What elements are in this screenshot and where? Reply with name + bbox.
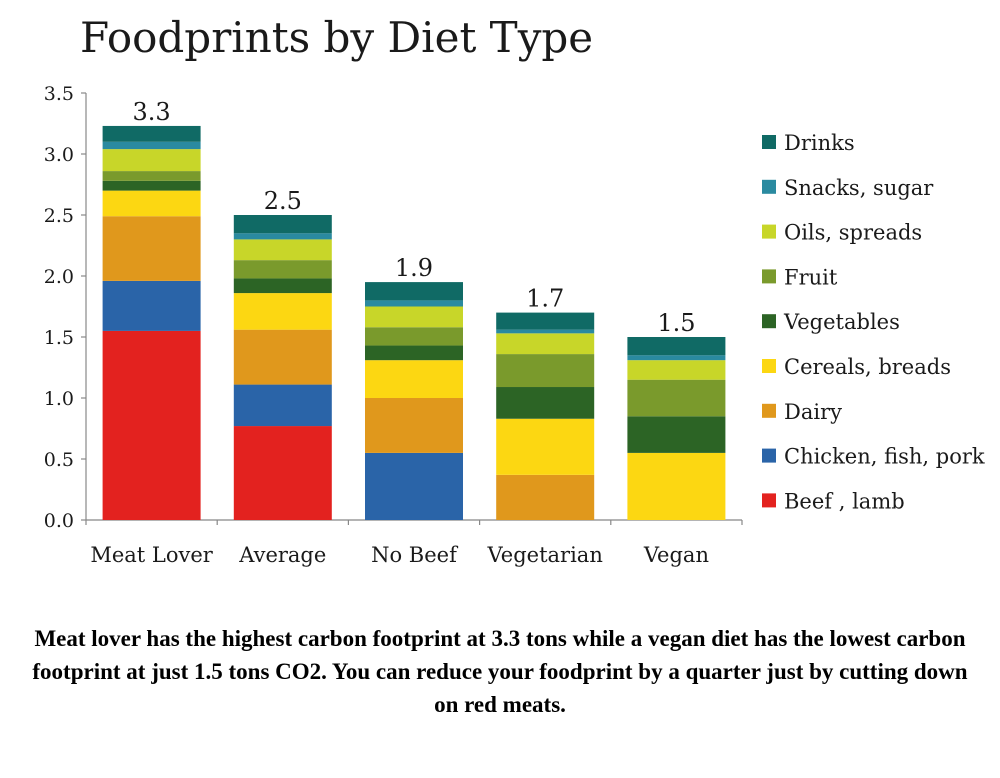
bar-segment bbox=[102, 141, 201, 150]
legend-swatch bbox=[762, 224, 776, 239]
bar-segment bbox=[496, 418, 595, 475]
bar-segment bbox=[102, 125, 201, 142]
legend: Drinks Snacks, sugar Oils, spreads Fruit Veg… bbox=[762, 131, 985, 513]
y-tick-label: 1.0 bbox=[44, 388, 74, 410]
legend-label: Dairy bbox=[784, 400, 842, 424]
bar-segment bbox=[102, 180, 201, 191]
bar-segment bbox=[627, 355, 726, 361]
bar-segment bbox=[233, 384, 332, 427]
bar-segment bbox=[496, 354, 595, 388]
bar-segment bbox=[627, 337, 726, 356]
total-label: 1.7 bbox=[526, 285, 564, 313]
total-label: 2.5 bbox=[264, 187, 302, 215]
bar-segment bbox=[233, 260, 332, 279]
stacked-bar-chart: Foodprints by Diet Type 0.0 0.5 1.0 1.5 2.0 2… bbox=[44, 13, 985, 567]
legend-swatch bbox=[762, 179, 776, 194]
bar-segment bbox=[365, 345, 463, 361]
bar-segment bbox=[233, 426, 332, 520]
caption-text: Meat lover has the highest carbon footpr… bbox=[32, 626, 968, 717]
bar-segment bbox=[365, 282, 463, 301]
legend-label: Cereals, breads bbox=[784, 355, 951, 379]
legend-label: Fruit bbox=[784, 265, 838, 289]
legend-swatch bbox=[762, 403, 776, 418]
legend-label: Vegetables bbox=[783, 310, 900, 334]
legend-swatch bbox=[762, 359, 776, 373]
bar-segment bbox=[365, 360, 463, 398]
x-category-label: Vegan bbox=[643, 543, 709, 567]
plot-area: 0.0 0.5 1.0 1.5 2.0 2.5 3.0 3.5 3.3 Meat Lover 2.5… bbox=[44, 83, 743, 567]
total-label: 3.3 bbox=[133, 98, 171, 126]
legend-swatch bbox=[762, 448, 776, 463]
legend-label: Drinks bbox=[784, 131, 855, 155]
bar-segment bbox=[233, 329, 332, 385]
y-tick-label: 3.5 bbox=[44, 83, 74, 105]
x-category-label: No Beef bbox=[371, 543, 459, 567]
bar-segment bbox=[233, 215, 332, 234]
x-category-label: Average bbox=[238, 543, 326, 567]
bar-segment bbox=[102, 280, 201, 331]
x-category-label: Meat Lover bbox=[90, 543, 213, 567]
bar-segment bbox=[365, 452, 463, 520]
y-tick-label: 3.0 bbox=[44, 144, 74, 166]
bar-segment bbox=[496, 312, 595, 330]
total-label: 1.5 bbox=[657, 309, 695, 337]
legend-label: Oils, spreads bbox=[784, 221, 922, 245]
y-tick-label: 1.5 bbox=[44, 327, 74, 349]
y-tick-label: 0.5 bbox=[44, 449, 74, 471]
bar-segment bbox=[496, 329, 595, 334]
bar-segment bbox=[627, 360, 726, 380]
bar-segment bbox=[627, 379, 726, 417]
legend-swatch bbox=[762, 135, 776, 149]
bar-segment bbox=[102, 149, 201, 172]
bar-segment bbox=[365, 327, 463, 346]
bar-segment bbox=[102, 190, 201, 217]
bar-segment bbox=[102, 330, 201, 520]
total-label: 1.9 bbox=[395, 254, 433, 282]
legend-label: Snacks, sugar bbox=[784, 176, 934, 200]
legend-label: Chicken, fish, pork bbox=[784, 445, 985, 469]
bar-segment bbox=[102, 216, 201, 281]
bar-segment bbox=[365, 306, 463, 328]
legend-swatch bbox=[762, 269, 776, 284]
bar-segment bbox=[627, 452, 726, 520]
bar-segment bbox=[102, 171, 201, 181]
bar-segment bbox=[233, 239, 332, 261]
bar-segment bbox=[233, 293, 332, 330]
bar-segment bbox=[496, 474, 595, 520]
legend-swatch bbox=[762, 493, 776, 508]
legend-label: Beef , lamb bbox=[784, 489, 905, 513]
x-category-label: Vegetarian bbox=[487, 543, 603, 567]
bar-segment bbox=[496, 333, 595, 355]
legend-swatch bbox=[762, 314, 776, 329]
y-tick-label: 0.0 bbox=[44, 510, 74, 532]
bar-segment bbox=[627, 416, 726, 453]
bar-segment bbox=[496, 387, 595, 419]
bar-segment bbox=[233, 233, 332, 240]
y-tick-label: 2.5 bbox=[44, 205, 74, 227]
bar-segment bbox=[365, 300, 463, 307]
bar-segment bbox=[365, 398, 463, 453]
y-tick-label: 2.0 bbox=[44, 266, 74, 288]
bar-segment bbox=[233, 278, 332, 294]
chart-title: Foodprints by Diet Type bbox=[80, 13, 593, 62]
